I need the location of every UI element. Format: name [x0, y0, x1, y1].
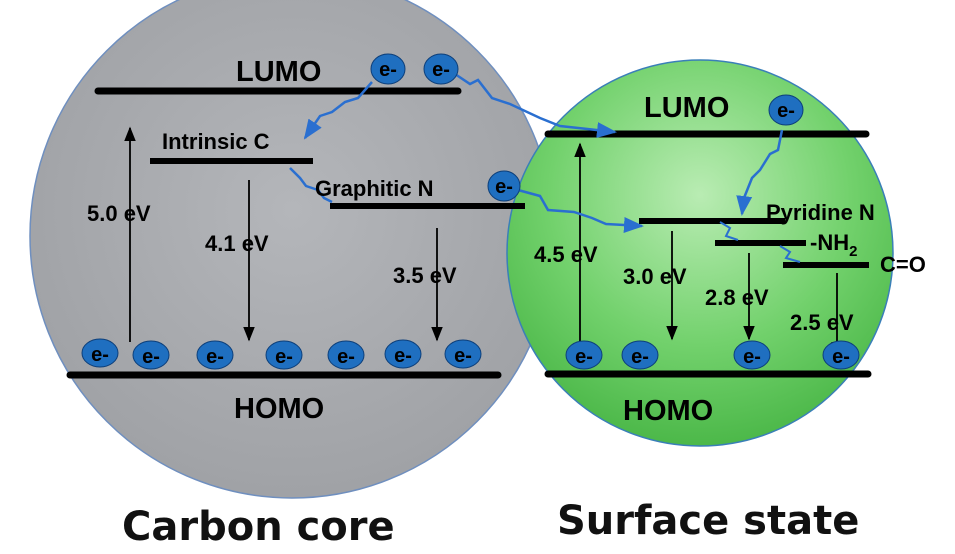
electron: e- — [768, 94, 804, 126]
electron: e- — [196, 340, 234, 370]
electron: e- — [327, 340, 365, 370]
svg-text:e-: e- — [777, 100, 795, 122]
svg-text:e-: e- — [337, 346, 355, 368]
surface-gap-label: 4.5 eV — [534, 242, 598, 267]
core-homo-label: HOMO — [234, 393, 324, 425]
transfer-arrow-core-to-surface-lumo — [451, 70, 617, 139]
co-label: C=O — [880, 252, 926, 277]
svg-text:e-: e- — [432, 59, 450, 81]
electron: e- — [733, 340, 771, 370]
nh2-gap-label: 2.8 eV — [705, 285, 769, 310]
nh2-label: -NH2 — [810, 230, 857, 260]
graphitic-gap-label: 3.5 eV — [393, 263, 457, 288]
intrinsic-c-label: Intrinsic C — [162, 129, 270, 154]
electron-group: e- e- e- e- e- e- e- e- e- e- e- e- e- e… — [81, 53, 860, 370]
core-lumo-label: LUMO — [236, 56, 321, 88]
svg-text:e-: e- — [206, 346, 224, 368]
svg-text:e-: e- — [631, 346, 649, 368]
electron: e- — [384, 339, 422, 369]
svg-text:e-: e- — [275, 346, 293, 368]
electron: e- — [423, 53, 459, 85]
surface-lumo-label: LUMO — [644, 92, 729, 124]
transfer-arrow-graphitic-to-pyridine — [517, 188, 644, 233]
electron: e- — [265, 340, 303, 370]
electron: e- — [487, 170, 521, 202]
pyridine-n-label: Pyridine N — [766, 200, 875, 225]
svg-text:e-: e- — [454, 345, 472, 367]
svg-text:e-: e- — [495, 176, 513, 198]
electron: e- — [132, 340, 170, 370]
graphitic-n-label: Graphitic N — [315, 176, 434, 201]
surface-state-circle — [506, 59, 894, 447]
transfer-arrow-pyridine-to-nh2 — [719, 221, 739, 241]
pyridine-gap-label: 3.0 eV — [623, 264, 687, 289]
svg-text:e-: e- — [743, 346, 761, 368]
transfer-arrow-nh2-to-co — [779, 245, 801, 263]
transfer-arrow-lumo-to-intrinsic — [303, 81, 373, 140]
electron: e- — [621, 340, 659, 370]
svg-text:e-: e- — [142, 346, 160, 368]
surface-state-caption: Surface state — [557, 498, 859, 544]
svg-text:e-: e- — [91, 344, 109, 366]
core-gap-label: 5.0 eV — [87, 201, 151, 226]
svg-text:e-: e- — [394, 345, 412, 367]
carbon-core-caption: Carbon core — [122, 504, 395, 550]
electron: e- — [822, 340, 860, 370]
electron: e- — [370, 53, 406, 85]
electron: e- — [444, 339, 482, 369]
svg-text:e-: e- — [575, 346, 593, 368]
co-gap-label: 2.5 eV — [790, 310, 854, 335]
intrinsic-gap-label: 4.1 eV — [205, 231, 269, 256]
svg-text:e-: e- — [379, 59, 397, 81]
svg-text:e-: e- — [832, 346, 850, 368]
transfer-arrow-intrinsic-to-graphitic — [289, 167, 333, 204]
transfer-arrow-surface-lumo-to-pyridine — [736, 129, 784, 216]
surface-homo-label: HOMO — [623, 395, 713, 427]
electron: e- — [565, 340, 603, 370]
electron: e- — [81, 338, 119, 368]
